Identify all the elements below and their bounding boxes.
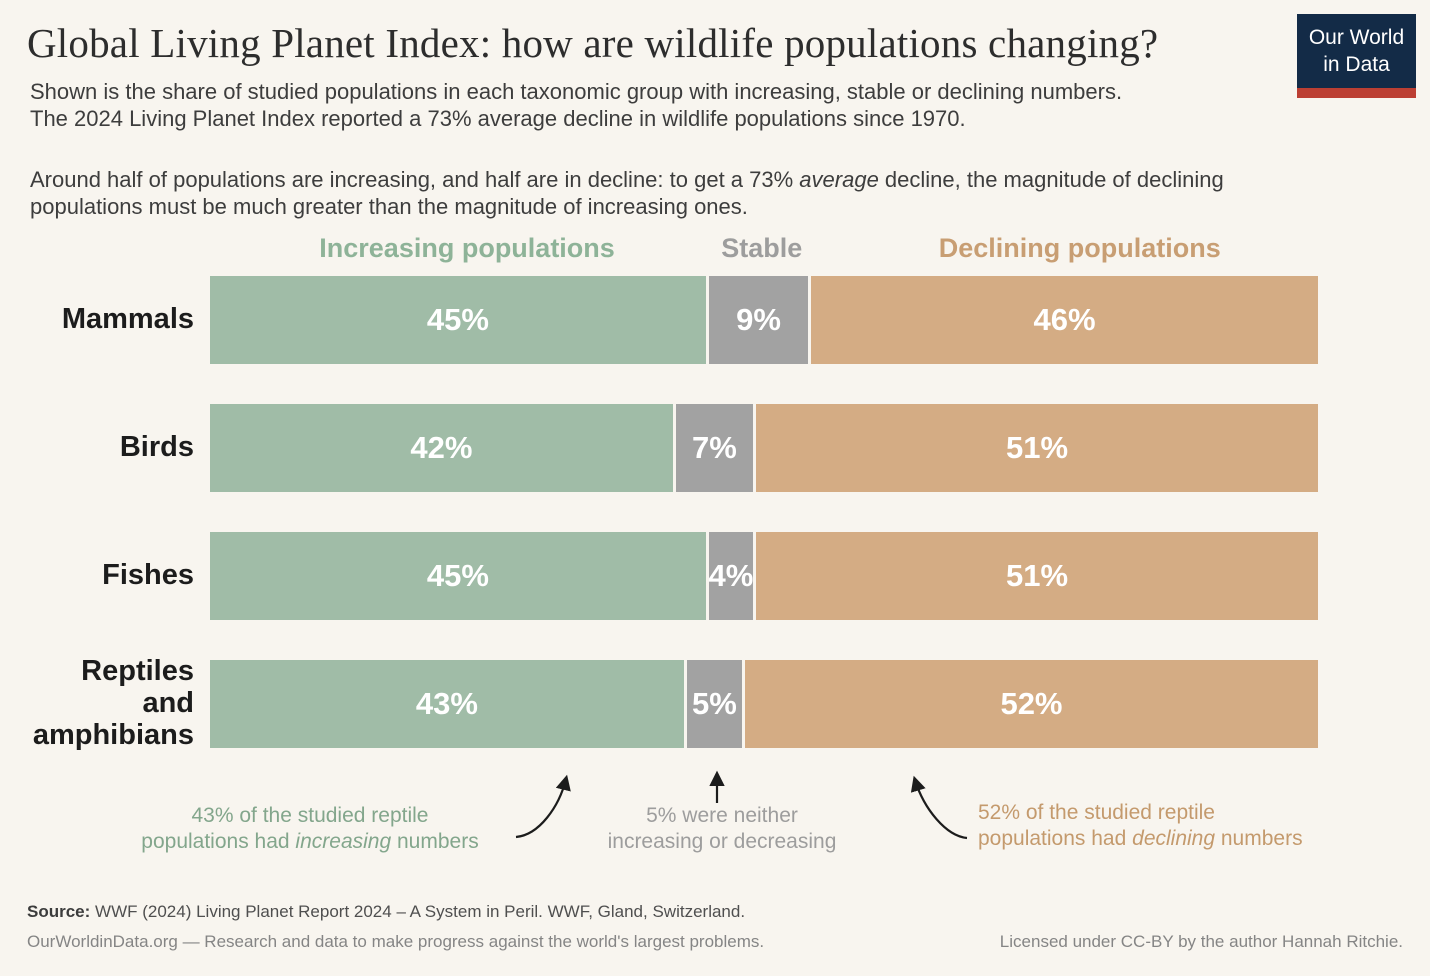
bar-segment: 7%: [675, 404, 753, 492]
bar-value-label: 5%: [692, 686, 737, 721]
owid-logo: Our World in Data: [1297, 14, 1416, 98]
bar-segment: 45%: [210, 276, 706, 364]
curved-arrow-increasing-icon: [515, 774, 571, 839]
bar-segment: 5%: [686, 660, 742, 748]
bar-value-label: 42%: [410, 430, 473, 465]
annotation-declining: 52% of the studied reptile populations h…: [978, 801, 1303, 851]
bar-track: 43% 5% 52%: [210, 660, 1318, 748]
bar-track: 45% 4% 51%: [210, 532, 1318, 620]
owid-logo-line1: Our World: [1308, 26, 1405, 49]
row-label: Fishes: [102, 559, 194, 592]
bar-value-label: 45%: [426, 302, 489, 337]
bar-segment: 51%: [755, 404, 1318, 492]
chart-note: Around half of populations are increasin…: [30, 167, 1224, 219]
series-column-headers: Increasing populations Stable Declining …: [210, 233, 1318, 265]
bar-segment: 4%: [709, 532, 753, 620]
bar-value-label: 43%: [415, 686, 478, 721]
bar-track: 45% 9% 46%: [210, 276, 1319, 364]
row-label: Birds: [119, 431, 194, 464]
row-label: Reptiles and amphibians: [32, 655, 194, 751]
page-title: Global Living Planet Index: how are wild…: [27, 20, 1159, 66]
bar-segment: 51%: [755, 532, 1318, 620]
chart-row: Fishes 45% 4% 51%: [27, 532, 1318, 620]
annotation-layer: 43% of the studied reptile populations h…: [0, 755, 1430, 875]
annotation-increasing: 43% of the studied reptile populations h…: [141, 804, 479, 854]
bar-value-label: 46%: [1033, 302, 1096, 337]
bar-segment: 46%: [811, 276, 1319, 364]
straight-arrow-stable-icon: [709, 770, 725, 803]
bar-value-label: 4%: [708, 558, 754, 593]
source-line: Source: WWF (2024) Living Planet Report …: [27, 902, 746, 921]
bar-value-label: 52%: [1000, 686, 1063, 721]
source-label: Source:: [27, 902, 91, 921]
bar-segment: 52%: [744, 660, 1318, 748]
curved-arrow-declining-icon: [910, 775, 968, 840]
chart-row: Birds 42% 7% 51%: [27, 404, 1318, 492]
row-label: Mammals: [61, 303, 194, 336]
subtitle-line1: Shown is the share of studied population…: [30, 79, 1123, 104]
annotation-stable: 5% were neither increasing or decreasing: [607, 804, 837, 854]
owid-logo-line2: in Data: [1323, 53, 1390, 77]
owid-tagline: OurWorldinData.org — Research and data t…: [27, 932, 765, 951]
bar-segment: 9%: [708, 276, 809, 364]
column-header-declining: Declining populations: [938, 233, 1221, 263]
chart-subtitle: Shown is the share of studied population…: [30, 79, 1122, 133]
bar-value-label: 51%: [1005, 558, 1069, 593]
chart-footer: Source: WWF (2024) Living Planet Report …: [27, 902, 1403, 952]
subtitle-line2: The 2024 Living Planet Index reported a …: [30, 105, 966, 131]
column-header-stable: Stable: [721, 233, 803, 263]
bar-value-label: 9%: [736, 302, 781, 337]
bar-segment: 45%: [210, 532, 706, 620]
license-text: Licensed under CC-BY by the author Hanna…: [999, 932, 1403, 951]
column-header-increasing: Increasing populations: [319, 233, 615, 263]
bar-value-label: 51%: [1005, 430, 1069, 465]
bar-track: 42% 7% 51%: [210, 404, 1318, 492]
chart-row: Mammals 45% 9% 46%: [27, 276, 1319, 364]
bar-value-label: 7%: [692, 430, 737, 465]
bar-segment: 43%: [210, 660, 684, 748]
bar-segment: 42%: [210, 404, 673, 492]
chart-row: Reptiles and amphibians 43% 5% 52%: [27, 655, 1318, 751]
bar-value-label: 45%: [426, 558, 489, 593]
bar-chart: Mammals 45% 9% 46% Birds 42% 7% 51% Fishes 45% 4% 5…: [27, 276, 1319, 751]
